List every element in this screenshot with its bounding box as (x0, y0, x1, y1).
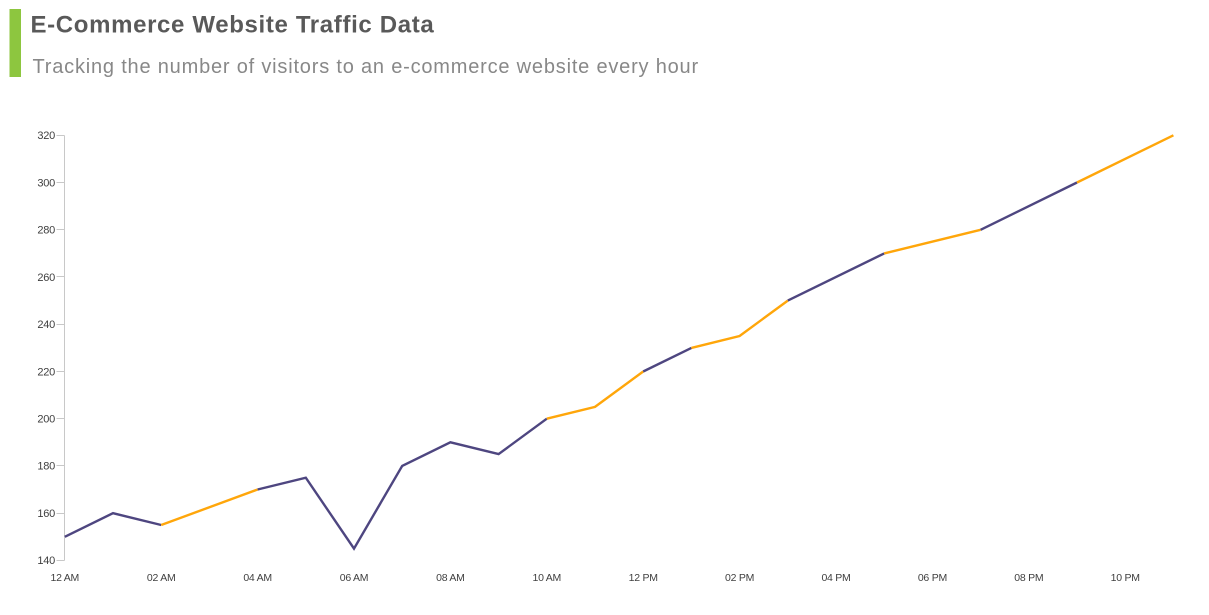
svg-text:04 PM: 04 PM (821, 572, 850, 584)
svg-text:300: 300 (37, 177, 55, 189)
svg-text:12 AM: 12 AM (51, 572, 80, 584)
svg-text:160: 160 (37, 508, 55, 520)
svg-text:06 AM: 06 AM (340, 572, 369, 584)
svg-text:02 AM: 02 AM (147, 572, 176, 584)
svg-text:08 PM: 08 PM (1014, 572, 1043, 584)
svg-text:180: 180 (37, 461, 55, 473)
svg-text:240: 240 (37, 319, 55, 331)
svg-text:220: 220 (37, 366, 55, 378)
svg-text:12 PM: 12 PM (629, 572, 658, 584)
svg-text:08 AM: 08 AM (436, 572, 465, 584)
svg-text:Tracking the number of visitor: Tracking the number of visitors to an e-… (33, 56, 699, 78)
svg-text:280: 280 (37, 225, 55, 237)
svg-text:200: 200 (37, 414, 55, 426)
svg-text:10 PM: 10 PM (1111, 572, 1140, 584)
svg-text:140: 140 (37, 555, 55, 567)
svg-text:02 PM: 02 PM (725, 572, 754, 584)
svg-text:10 AM: 10 AM (533, 572, 562, 584)
svg-text:06 PM: 06 PM (918, 572, 947, 584)
svg-text:260: 260 (37, 272, 55, 284)
svg-text:320: 320 (37, 130, 55, 142)
svg-text:E-Commerce Website Traffic Dat: E-Commerce Website Traffic Data (31, 12, 435, 39)
svg-text:04 AM: 04 AM (243, 572, 272, 584)
